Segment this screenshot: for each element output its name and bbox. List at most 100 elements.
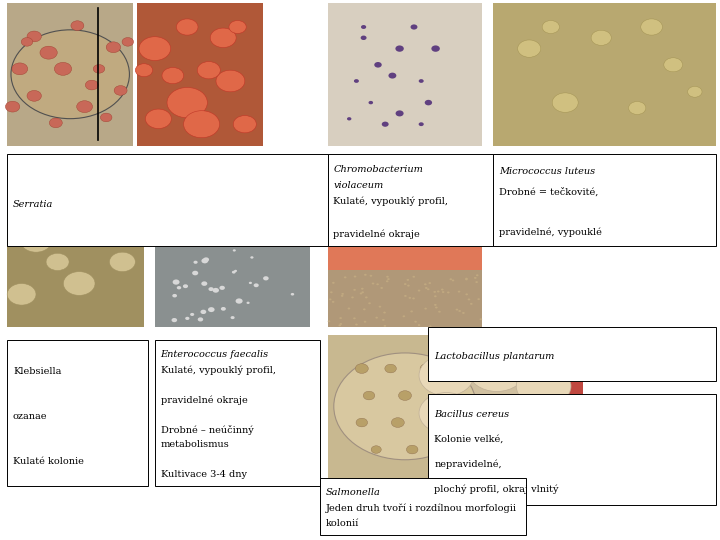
- Circle shape: [374, 62, 382, 68]
- Circle shape: [114, 85, 127, 95]
- Circle shape: [468, 299, 470, 300]
- Circle shape: [516, 366, 571, 407]
- Circle shape: [197, 62, 220, 79]
- Circle shape: [291, 293, 294, 295]
- Circle shape: [360, 293, 362, 294]
- Circle shape: [330, 291, 333, 293]
- Circle shape: [63, 272, 95, 295]
- Circle shape: [436, 392, 446, 399]
- Circle shape: [436, 446, 446, 454]
- Circle shape: [664, 58, 683, 72]
- Bar: [428, 327, 716, 381]
- Circle shape: [183, 284, 188, 288]
- Circle shape: [145, 109, 171, 129]
- Circle shape: [418, 289, 420, 292]
- Circle shape: [518, 40, 541, 57]
- Circle shape: [434, 304, 436, 306]
- Circle shape: [230, 316, 235, 319]
- Circle shape: [198, 318, 203, 321]
- Circle shape: [449, 278, 452, 280]
- Bar: [328, 335, 482, 478]
- Circle shape: [340, 323, 342, 325]
- Circle shape: [172, 294, 177, 298]
- Text: pravidelné okraje: pravidelné okraje: [161, 395, 247, 404]
- Text: pravidelné, vypouklé: pravidelné, vypouklé: [499, 227, 602, 237]
- Circle shape: [351, 296, 354, 299]
- Circle shape: [135, 64, 153, 77]
- Circle shape: [470, 396, 531, 441]
- Circle shape: [302, 227, 306, 229]
- Circle shape: [264, 227, 268, 229]
- Circle shape: [209, 287, 214, 291]
- Circle shape: [173, 280, 179, 285]
- Circle shape: [384, 325, 386, 327]
- Text: Kultivace 3-4 dny: Kultivace 3-4 dny: [161, 470, 246, 480]
- Circle shape: [355, 323, 358, 326]
- Circle shape: [229, 200, 233, 203]
- Circle shape: [245, 208, 248, 211]
- Circle shape: [209, 201, 215, 206]
- Circle shape: [456, 309, 458, 310]
- Circle shape: [407, 279, 409, 281]
- Circle shape: [100, 113, 112, 122]
- Bar: [7, 340, 148, 486]
- Text: Serratia: Serratia: [13, 200, 53, 210]
- Circle shape: [369, 101, 373, 104]
- Bar: [7, 197, 144, 327]
- Circle shape: [167, 87, 207, 118]
- Circle shape: [179, 206, 185, 211]
- Circle shape: [447, 292, 449, 293]
- Circle shape: [220, 286, 225, 290]
- Circle shape: [380, 287, 383, 289]
- Circle shape: [364, 321, 366, 323]
- Circle shape: [418, 324, 420, 326]
- Circle shape: [382, 319, 384, 321]
- Circle shape: [404, 283, 407, 285]
- Circle shape: [438, 310, 441, 313]
- Circle shape: [477, 298, 480, 300]
- Circle shape: [419, 355, 474, 396]
- Text: Bacillus cereus: Bacillus cereus: [434, 410, 509, 419]
- Circle shape: [476, 274, 479, 276]
- Circle shape: [414, 321, 417, 323]
- Circle shape: [248, 213, 255, 218]
- Circle shape: [408, 297, 411, 299]
- Circle shape: [233, 116, 256, 133]
- Circle shape: [425, 287, 428, 289]
- Circle shape: [12, 63, 27, 75]
- Circle shape: [377, 284, 379, 285]
- Circle shape: [429, 326, 431, 327]
- Circle shape: [442, 291, 444, 293]
- Circle shape: [178, 223, 181, 226]
- Circle shape: [441, 288, 444, 291]
- Bar: [328, 3, 482, 146]
- Circle shape: [591, 30, 611, 45]
- Circle shape: [363, 391, 374, 400]
- Circle shape: [190, 313, 194, 316]
- Circle shape: [372, 282, 374, 285]
- Circle shape: [688, 86, 702, 97]
- Circle shape: [250, 212, 255, 215]
- Circle shape: [353, 318, 356, 319]
- Circle shape: [341, 295, 343, 297]
- Text: Kulaté, vypouklý profil,: Kulaté, vypouklý profil,: [333, 197, 449, 206]
- Circle shape: [278, 216, 281, 218]
- Circle shape: [332, 301, 335, 303]
- Circle shape: [384, 364, 396, 373]
- Circle shape: [176, 286, 181, 289]
- Circle shape: [480, 318, 482, 320]
- Text: kolonií: kolonií: [326, 519, 359, 528]
- Text: plochý profil, okraj vlnitý: plochý profil, okraj vlnitý: [434, 484, 559, 494]
- Circle shape: [185, 317, 189, 320]
- Circle shape: [424, 284, 426, 285]
- Circle shape: [216, 70, 245, 92]
- Bar: [7, 3, 133, 146]
- Circle shape: [399, 391, 412, 400]
- Bar: [552, 335, 583, 478]
- Circle shape: [389, 73, 396, 78]
- Circle shape: [363, 308, 366, 310]
- Circle shape: [269, 205, 276, 210]
- Circle shape: [382, 122, 389, 127]
- Circle shape: [386, 280, 389, 282]
- Circle shape: [202, 281, 207, 286]
